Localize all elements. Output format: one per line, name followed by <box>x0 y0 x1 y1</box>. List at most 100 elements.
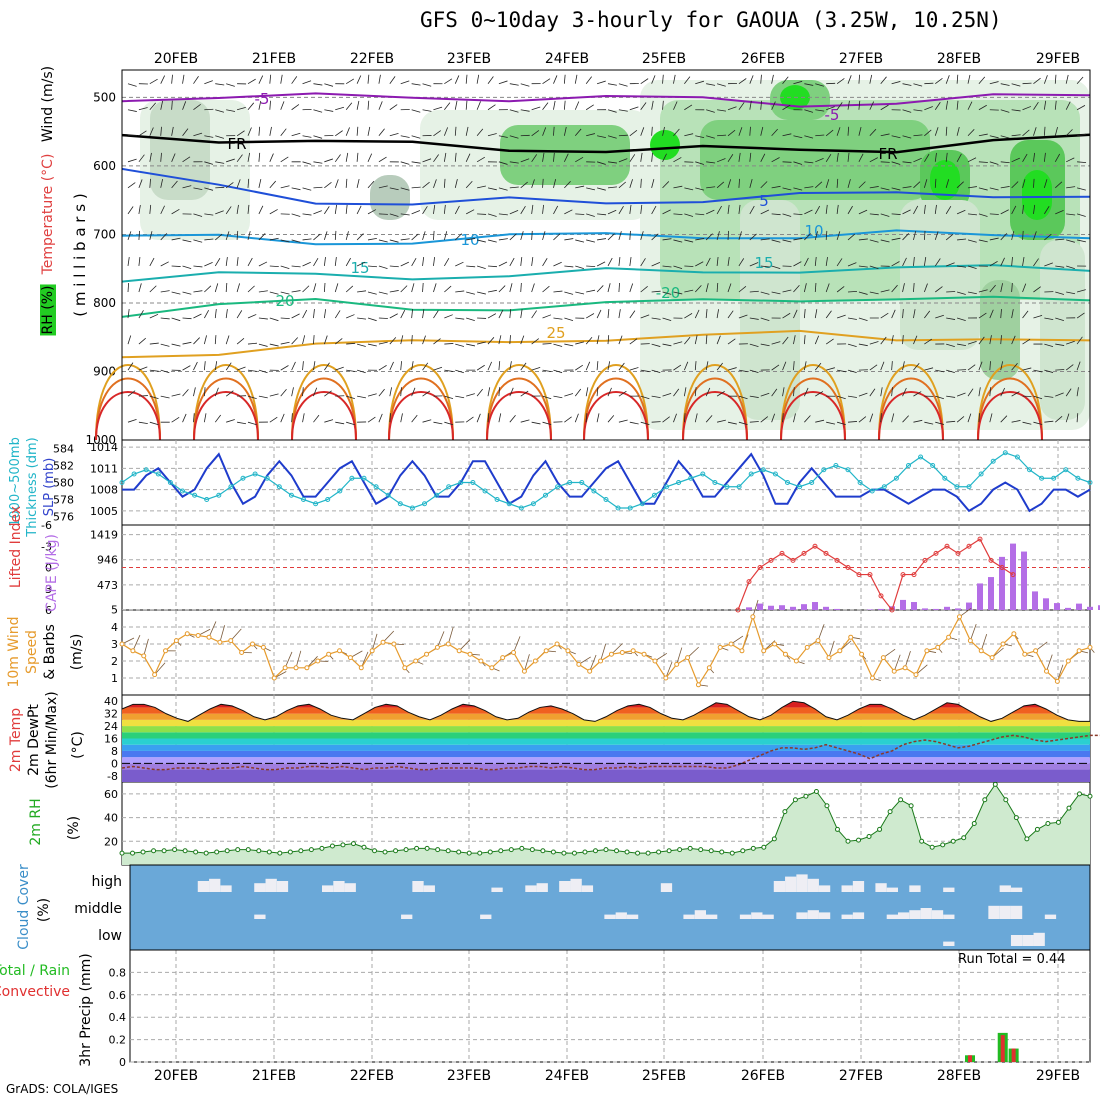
wind-speed-point <box>489 665 495 671</box>
wind-barb <box>1055 369 1065 371</box>
wind-barb <box>553 75 558 84</box>
cloud-cell <box>197 881 210 892</box>
wind-speed-point <box>967 638 973 644</box>
rh2-point <box>466 850 472 856</box>
surface-isotherm-loop <box>878 364 944 441</box>
wind-barb <box>902 415 909 423</box>
rh2-point <box>550 849 556 855</box>
wind-barb <box>476 239 486 243</box>
wind-speed-point <box>173 638 179 644</box>
wind-barb <box>542 78 551 85</box>
wind-barb <box>575 213 585 215</box>
wind-speed-point <box>347 655 353 661</box>
wind-barb <box>585 413 588 423</box>
wind-barb <box>629 421 639 425</box>
wind-barb <box>302 161 312 165</box>
wind-barb <box>902 135 912 139</box>
wind-barb <box>847 421 858 423</box>
wind-barb <box>618 282 620 293</box>
wind-barb <box>814 335 820 345</box>
wind-barb <box>618 134 628 137</box>
wind-barb <box>924 82 934 85</box>
cape-bar <box>779 605 785 610</box>
wind-barb <box>127 182 136 189</box>
rh2-point <box>971 821 977 826</box>
wind-barb <box>585 104 594 111</box>
wind-barb <box>346 421 355 426</box>
precip-tick-label: 0.2 <box>109 1034 127 1047</box>
wind-barb <box>226 419 235 423</box>
wind-barb <box>215 233 223 241</box>
wind-barb <box>673 364 682 371</box>
lifted-index-point <box>900 572 906 578</box>
wind-barb <box>127 390 136 397</box>
rh2-point <box>740 848 746 854</box>
wind-barb <box>596 161 606 165</box>
wind-speed-point <box>880 655 886 661</box>
wind-speed-point <box>445 641 451 647</box>
cape-bar <box>1054 603 1060 610</box>
wind-barb <box>836 102 843 110</box>
wind-speed-point <box>782 651 788 657</box>
wind-barb <box>673 74 676 84</box>
wind-barb <box>138 179 143 188</box>
slp-series-line <box>122 452 1091 513</box>
wind-barb <box>226 109 236 112</box>
wind-barb <box>902 361 905 371</box>
wind-speed-point <box>869 675 875 681</box>
wind-barb <box>487 133 497 137</box>
wind-barb <box>891 387 893 397</box>
wind-barb <box>771 265 781 269</box>
wind-barb <box>149 127 154 136</box>
wind-barb <box>771 239 781 243</box>
wind-barb <box>891 81 901 85</box>
rh2-point <box>919 838 925 844</box>
rh2-point <box>540 848 546 854</box>
wind-barb <box>1000 233 1008 241</box>
wind-barb <box>825 230 828 240</box>
wind-barb <box>651 343 661 347</box>
wind-barb <box>356 100 360 110</box>
cloud-cell <box>751 912 763 919</box>
wind-barb <box>444 314 453 319</box>
wind-barb <box>662 265 672 268</box>
rh2-point <box>719 849 725 855</box>
wind-barb <box>957 343 967 347</box>
wind-barb <box>182 185 192 189</box>
wind-barb <box>411 387 416 397</box>
wind-barb <box>520 231 524 241</box>
wind-barb <box>694 361 697 371</box>
wind-barb <box>727 129 736 137</box>
wind-barb <box>1011 205 1017 215</box>
wind-barb <box>836 127 841 136</box>
thickness-point <box>325 497 331 502</box>
wind-barb <box>956 317 966 321</box>
surface-wind-barb <box>828 640 835 658</box>
wind-barb <box>596 187 606 191</box>
wind-barb <box>662 291 672 295</box>
wind-barb <box>684 265 694 267</box>
wind-barb <box>553 179 557 188</box>
wind-barb <box>923 283 928 293</box>
wind-barb <box>204 213 214 216</box>
wind-barb <box>378 74 381 84</box>
wind-barb <box>422 158 432 163</box>
wind-barb <box>487 387 491 397</box>
wind-barb <box>1022 367 1032 371</box>
top-date-label: 26FEB <box>741 51 785 67</box>
wind-barb <box>1011 231 1015 241</box>
wind-barb <box>204 261 213 267</box>
wind-barb <box>858 181 866 189</box>
wind-barb <box>585 387 589 397</box>
wind-barb <box>935 314 944 319</box>
wind-barb <box>1044 233 1052 241</box>
wind-barb <box>171 291 181 295</box>
wind-barb <box>149 369 159 372</box>
wind-barb <box>127 206 134 215</box>
wind-barb <box>127 418 137 423</box>
rh2-label-1: 2m RH <box>28 798 44 846</box>
wind-barb <box>531 106 541 111</box>
wind-barb <box>476 74 480 84</box>
wind-barb <box>924 153 930 163</box>
wind-barb <box>662 153 667 162</box>
